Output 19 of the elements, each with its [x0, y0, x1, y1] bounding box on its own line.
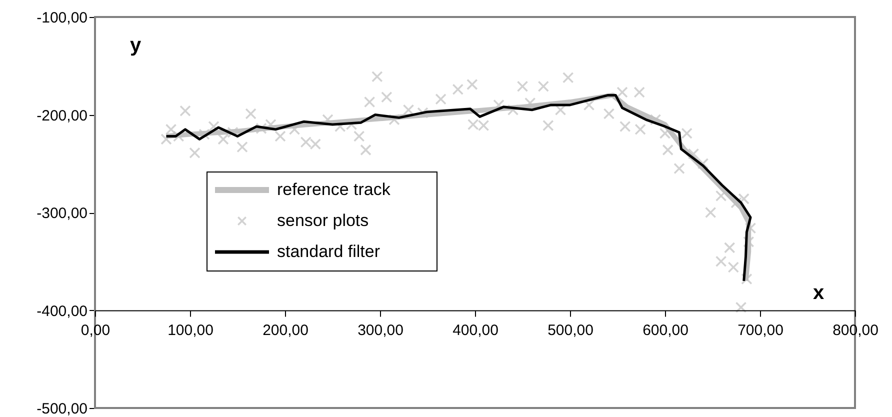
x-tick-label: 500,00	[548, 322, 594, 339]
y-tick-label: -500,00	[36, 400, 88, 417]
x-tick-label: 600,00	[642, 322, 688, 339]
x-tick-label: 700,00	[738, 322, 784, 339]
x-tick-label: 200,00	[262, 322, 308, 339]
legend-label: reference track	[277, 180, 391, 199]
x-tick-label: 800,00	[832, 322, 878, 339]
y-axis-title: y	[130, 34, 142, 56]
x-tick-label: 100,00	[168, 322, 214, 339]
y-tick-label: -200,00	[36, 107, 88, 124]
x-tick-label: 300,00	[358, 322, 404, 339]
x-axis-title: x	[812, 282, 824, 304]
y-tick-label: -300,00	[36, 205, 88, 222]
x-tick-label: 400,00	[452, 322, 498, 339]
y-tick-label: -100,00	[36, 10, 88, 26]
y-tick-label: -400,00	[36, 302, 88, 320]
legend-label: standard filter	[277, 242, 380, 261]
legend-label: sensor plots	[277, 211, 369, 230]
x-tick-label: 0,00	[80, 322, 110, 339]
